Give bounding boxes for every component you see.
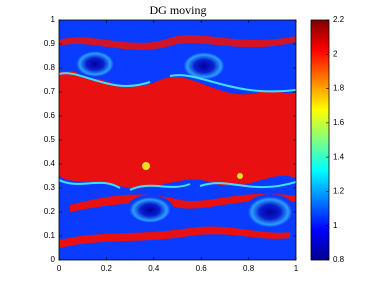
field xyxy=(59,20,296,260)
y-tick-label: 0.3 xyxy=(44,183,56,192)
x-tick-label: 1 xyxy=(294,264,299,273)
colorbar-tick-label: 2 xyxy=(333,49,338,58)
x-tick-label: 0.4 xyxy=(148,264,160,273)
colorbar xyxy=(310,19,330,261)
x-tick-label: 0 xyxy=(57,264,62,273)
y-tick-label: 0.5 xyxy=(44,135,56,144)
y-tick-label: 0.1 xyxy=(44,231,56,240)
colorbar-tick-label: 2.2 xyxy=(333,15,345,24)
colorbar-tick-label: 1 xyxy=(333,221,338,230)
colorbar-tick-label: 1.6 xyxy=(333,118,345,127)
y-tick-label: 0.2 xyxy=(44,207,56,216)
colorbar-tick-label: 1.8 xyxy=(333,84,345,93)
chart-title: DG moving xyxy=(150,3,207,17)
colorbar-tick-label: 0.8 xyxy=(333,255,345,264)
x-tick-label: 0.6 xyxy=(196,264,208,273)
colorbar-tick-label: 1.4 xyxy=(333,152,345,161)
colorbar-tick-label: 1.2 xyxy=(333,187,345,196)
y-tick-label: 1 xyxy=(51,15,56,24)
y-tick-label: 0.9 xyxy=(44,39,56,48)
x-tick-label: 0.2 xyxy=(101,264,113,273)
x-tick-label: 0.8 xyxy=(243,264,255,273)
y-tick-label: 0.7 xyxy=(44,87,56,96)
y-tick-label: 0 xyxy=(51,255,56,264)
y-tick-label: 0.6 xyxy=(44,111,56,120)
y-tick-label: 0.4 xyxy=(44,159,56,168)
y-tick-label: 0.8 xyxy=(44,63,56,72)
